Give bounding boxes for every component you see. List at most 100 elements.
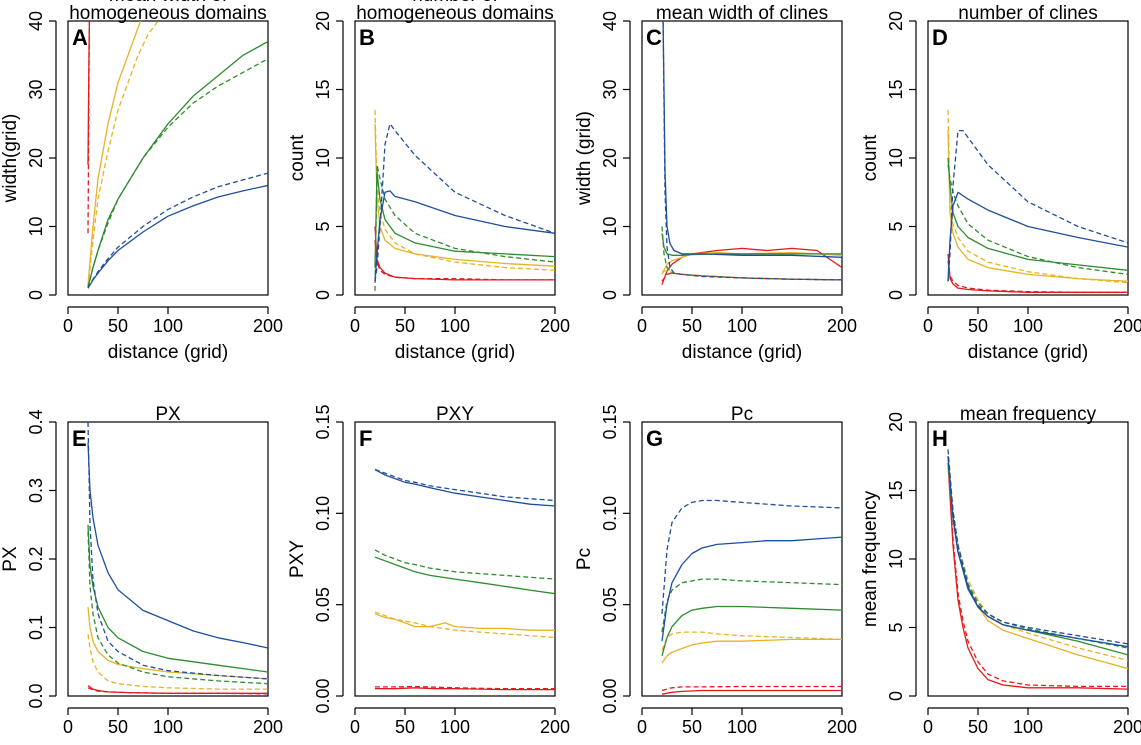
y-tick-label: 0 — [313, 290, 333, 300]
chart-title: PX — [155, 404, 181, 425]
y-axis-label: PX — [0, 546, 21, 572]
x-tick-label: 50 — [395, 316, 415, 336]
series-line-gold-dashed — [87, 634, 268, 690]
chart-title: mean width of clines — [656, 3, 828, 24]
x-tick-label: 100 — [1013, 717, 1043, 737]
y-tick-label: 15 — [886, 480, 906, 500]
x-tick-label: 100 — [440, 717, 470, 737]
plot-frame — [927, 20, 1129, 296]
plot-frame — [354, 421, 556, 697]
x-tick-label: 200 — [253, 316, 283, 336]
series-line-blue-dashed — [947, 449, 1128, 645]
series-line-red-solid — [374, 226, 555, 281]
series-group — [87, 422, 268, 695]
series-group — [87, 21, 268, 289]
x-tick-label: 0 — [350, 717, 360, 737]
y-tick-label: 0.10 — [313, 496, 333, 531]
series-group — [661, 499, 842, 695]
series-line-red-solid — [375, 687, 555, 691]
series-line-gold-solid — [87, 21, 142, 285]
x-axis-label: distance (grid) — [682, 342, 802, 363]
panel-F: PXY F 0 50 100 200 distance (grid) 0.00 0.05 0.10… — [287, 404, 570, 745]
chart-title: PXY — [436, 404, 474, 425]
y-tick-label: 5 — [886, 221, 906, 231]
y-tick-label: 0.2 — [26, 546, 46, 571]
panel-label: D — [932, 25, 948, 50]
y-axis-label: PXY — [287, 540, 308, 578]
y-tick-label: 0.05 — [313, 587, 333, 622]
series-line-green-solid — [947, 463, 1128, 656]
x-tick-label: 50 — [108, 316, 128, 336]
series-line-green-dashed — [947, 164, 1128, 276]
y-tick-label: 30 — [26, 79, 46, 99]
x-tick-label: 0 — [63, 717, 73, 737]
x-axis-label: distance (grid) — [968, 342, 1088, 363]
plot-frame — [354, 20, 556, 296]
y-tick-label: 20 — [26, 148, 46, 168]
chart-title: Pc — [731, 404, 753, 425]
series-line-blue-dashed — [374, 123, 555, 282]
y-tick-label: 0.3 — [26, 478, 46, 503]
series-line-green-solid — [661, 233, 842, 256]
x-tick-label: 50 — [968, 316, 988, 336]
series-line-green-dashed — [87, 531, 268, 685]
y-tick-label: 0.1 — [26, 615, 46, 640]
x-tick-label: 200 — [1113, 316, 1141, 336]
y-tick-label: 0.4 — [26, 409, 46, 434]
y-tick-label: 0 — [26, 290, 46, 300]
y-tick-label: 5 — [886, 622, 906, 632]
series-group — [661, 21, 842, 285]
x-tick-label: 0 — [637, 717, 647, 737]
series-line-blue-dashed — [947, 129, 1128, 282]
plot-frame — [67, 421, 269, 697]
y-tick-label: 0.15 — [313, 404, 333, 439]
series-line-gold-dashed — [374, 611, 555, 639]
series-line-red-solid — [661, 689, 842, 695]
x-tick-label: 50 — [682, 717, 702, 737]
series-line-blue-solid — [947, 456, 1128, 648]
y-tick-label: 40 — [26, 11, 46, 31]
series-group — [947, 109, 1128, 293]
series-line-blue-solid — [662, 21, 842, 258]
series-line-blue-dashed — [661, 499, 842, 614]
series-group — [947, 449, 1128, 690]
x-tick-label: 0 — [63, 316, 73, 336]
x-tick-label: 50 — [108, 717, 128, 737]
x-tick-label: 100 — [727, 717, 757, 737]
y-tick-label: 15 — [886, 79, 906, 99]
x-tick-label: 200 — [253, 717, 283, 737]
series-line-gold-solid — [947, 130, 1128, 282]
series-group — [374, 109, 555, 291]
panel-H: mean frequency H 0 50 100 200 distance (grid) 0… — [860, 404, 1141, 745]
panel-E: PX E 0 50 100 200 distance (grid) 0.0 0.1 0.2 0.3 0… — [0, 404, 283, 745]
series-line-red-dashed — [661, 685, 842, 692]
series-line-gold-solid — [661, 638, 842, 664]
panel-label: H — [932, 426, 948, 451]
series-line-green-dashed — [374, 549, 555, 580]
x-tick-label: 200 — [1113, 717, 1141, 737]
panel-A: mean width ofhomogeneous domainsA0501002… — [0, 0, 283, 363]
x-tick-label: 0 — [637, 316, 647, 336]
y-tick-label: 15 — [313, 79, 333, 99]
panel-G: Pc G 0 50 100 200 distance (grid) 0.00 0.05 0.10 0… — [574, 404, 857, 745]
y-tick-label: 20 — [313, 11, 333, 31]
series-line-blue-solid — [87, 442, 268, 649]
chart-title: mean frequency — [960, 404, 1097, 425]
series-line-green-solid — [661, 605, 842, 656]
y-axis-label: count — [287, 134, 308, 181]
x-tick-label: 0 — [923, 316, 933, 336]
y-tick-label: 5 — [313, 221, 333, 231]
y-tick-label: 30 — [600, 79, 620, 99]
series-line-red-solid — [947, 463, 1128, 690]
y-tick-label: 0.15 — [600, 404, 620, 439]
y-tick-label: 10 — [886, 549, 906, 569]
series-line-blue-solid — [87, 184, 268, 289]
y-tick-label: 0.00 — [313, 678, 333, 713]
series-line-red-dashed — [661, 272, 842, 282]
x-axis-label: distance (grid) — [682, 743, 802, 745]
y-tick-label: 0 — [886, 290, 906, 300]
y-axis-label: Pc — [574, 548, 595, 570]
series-line-green-dashed — [374, 164, 555, 291]
